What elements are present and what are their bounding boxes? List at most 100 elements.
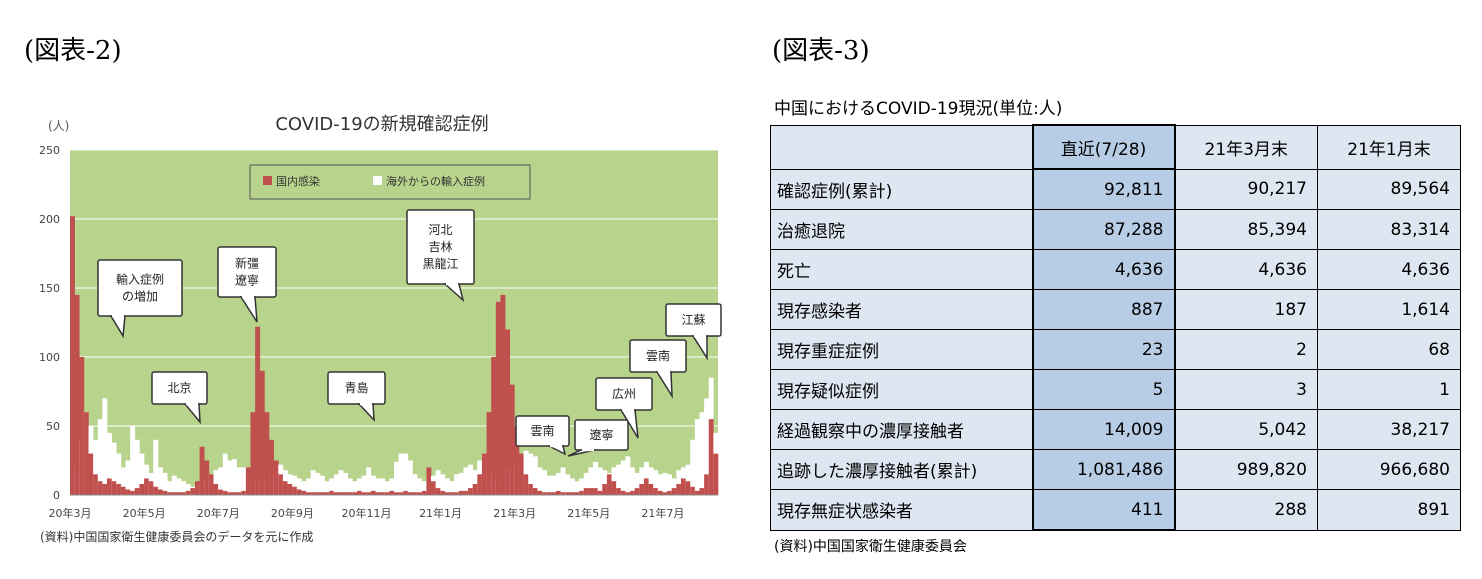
bar-imported [319, 475, 325, 495]
callout-box [97, 259, 183, 317]
callout: 新彊遼寧 [217, 246, 277, 323]
bar-domestic [134, 488, 140, 495]
bar-domestic [157, 489, 163, 495]
callout-line: 吉林 [428, 240, 452, 254]
bar-imported [412, 474, 418, 495]
bar-imported [125, 460, 131, 495]
bar-imported [532, 456, 538, 495]
bar-imported [657, 474, 663, 495]
callout-line: の増加 [122, 290, 158, 304]
chart-legend: 国内感染 海外からの輸入症例 [249, 164, 531, 200]
callout: 河北吉林黒龍江 [406, 209, 475, 303]
bar-domestic [542, 492, 548, 495]
bar-domestic [514, 426, 520, 495]
bar-domestic [625, 492, 631, 495]
bar-domestic [676, 483, 682, 495]
bar-imported [107, 432, 112, 495]
callout-box [574, 419, 629, 451]
table-row: 現存重症症例 23 2 68 [770, 329, 1461, 370]
bar-domestic [639, 483, 645, 495]
bar-domestic [653, 488, 659, 495]
header-cell-mar21: 21年3月末 [1174, 124, 1318, 170]
header-cell-jan21: 21年1月末 [1317, 124, 1461, 170]
bar-domestic [546, 492, 552, 495]
bar-imported [310, 470, 316, 495]
bar-domestic [394, 492, 399, 495]
figure2-label: (図表-2) [24, 36, 122, 66]
bar-domestic [282, 481, 288, 495]
bar-imported [241, 467, 247, 495]
bar-imported [440, 474, 446, 495]
bar-domestic [245, 467, 251, 495]
bar-domestic [463, 490, 469, 495]
bar-imported [639, 467, 645, 495]
bar-domestic [329, 490, 335, 495]
bar-domestic [125, 489, 131, 495]
bar-domestic [407, 492, 413, 495]
value-cell: 966,680 [1317, 449, 1461, 490]
bar-domestic [130, 490, 136, 495]
bar-domestic [315, 492, 321, 495]
bar-domestic [403, 490, 409, 495]
bar-imported [458, 472, 464, 495]
bar-imported [444, 478, 450, 495]
bar-imported [579, 478, 585, 495]
bar-domestic [574, 492, 580, 495]
callout: 輸入症例の増加 [97, 259, 183, 339]
value-cell: 5,042 [1174, 409, 1318, 450]
bar-imported [468, 464, 473, 495]
bar-domestic [491, 357, 497, 495]
bar-domestic [255, 326, 261, 495]
bar-domestic [204, 460, 210, 495]
value-cell: 68 [1317, 329, 1461, 370]
bar-domestic [167, 492, 173, 495]
bar-domestic [616, 488, 622, 495]
x-tick-label: 20年3月 [49, 506, 92, 520]
covid-status-table: 直近(7/28) 21年3月末 21年1月末 確認症例(累計) 92,811 90,… [770, 124, 1461, 531]
value-cell: 14,009 [1031, 409, 1176, 450]
bar-imported [213, 470, 219, 495]
bar-imported [134, 439, 140, 495]
value-cell: 1,081,486 [1031, 449, 1176, 490]
bar-imported [565, 474, 571, 495]
bar-imported [111, 442, 117, 495]
bar-domestic [107, 478, 112, 495]
callout-label: 江蘇 [681, 313, 705, 327]
bar-imported [463, 467, 469, 495]
bar-domestic [111, 481, 117, 495]
bar-imported [546, 475, 552, 495]
bar-imported [361, 475, 367, 495]
table-source-note: (資料)中国国家衛生健康委員会 [774, 539, 967, 555]
bar-domestic [704, 474, 710, 495]
bar-domestic [347, 492, 353, 495]
value-cell: 2 [1174, 329, 1318, 370]
bar-domestic [444, 492, 450, 495]
header-cell-blank [770, 124, 1033, 170]
bar-domestic [384, 492, 390, 495]
bar-imported [694, 419, 700, 495]
callout-label: 輸入症例の増加 [116, 272, 164, 304]
bar-domestic [662, 492, 668, 495]
bar-domestic [296, 489, 302, 495]
legend-swatch-domestic [263, 176, 272, 185]
bar-domestic [343, 492, 349, 495]
table-row: 確認症例(累計) 92,811 90,217 89,564 [770, 168, 1461, 210]
row-label: 現存重症症例 [770, 329, 1033, 370]
bar-domestic [579, 490, 585, 495]
y-tick-label: 100 [39, 351, 60, 364]
bar-domestic [412, 492, 418, 495]
bar-domestic [588, 488, 594, 495]
value-cell: 4,636 [1317, 249, 1461, 290]
value-cell: 891 [1317, 489, 1461, 531]
callout-box [406, 209, 475, 285]
value-cell: 187 [1174, 289, 1318, 330]
bar-domestic [431, 481, 436, 495]
bar-imported [130, 426, 136, 495]
bar-imported [306, 478, 311, 495]
callout-line: 黒龍江 [422, 256, 458, 271]
x-tick-label: 21年3月 [493, 506, 536, 520]
bar-imported [185, 483, 191, 495]
bar-domestic [259, 370, 265, 495]
legend-label-domestic: 国内感染 [276, 174, 320, 188]
bar-imported [296, 478, 302, 495]
